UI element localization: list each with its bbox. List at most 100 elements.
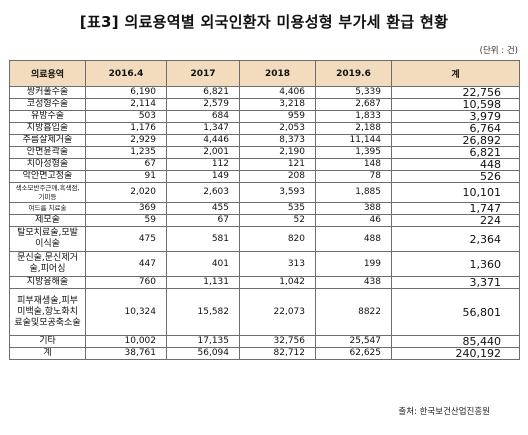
total-cell: 240,192 bbox=[391, 347, 520, 360]
total-cell: 6,821 bbox=[391, 146, 520, 159]
total-cell: 10,101 bbox=[391, 182, 520, 203]
value-cell: 52 bbox=[239, 214, 316, 227]
value-cell: 148 bbox=[315, 158, 392, 171]
category-cell: 탈모치료술,모발이식술 bbox=[9, 226, 86, 252]
value-cell: 369 bbox=[85, 202, 167, 215]
value-cell: 503 bbox=[85, 110, 167, 123]
value-cell: 149 bbox=[166, 170, 240, 183]
table-row: 지방흡입술 1,176 1,347 2,053 2,188 6,764 bbox=[9, 122, 520, 135]
table-row: 문신술,문신제거술,피어싱 447 401 313 199 1,360 bbox=[9, 251, 520, 277]
value-cell: 4,446 bbox=[166, 134, 240, 147]
table-title: [표3] 의료용역별 외국인환자 미용성형 부가세 환급 현황 bbox=[79, 13, 449, 31]
value-cell: 1,885 bbox=[315, 182, 392, 203]
value-cell: 820 bbox=[239, 226, 316, 252]
value-cell: 475 bbox=[85, 226, 167, 252]
value-cell: 1,176 bbox=[85, 122, 167, 135]
value-cell: 401 bbox=[166, 251, 240, 277]
value-cell: 959 bbox=[239, 110, 316, 123]
total-cell: 1,747 bbox=[391, 202, 520, 215]
category-cell: 악안면고정술 bbox=[9, 170, 86, 183]
category-cell: 안면윤곽술 bbox=[9, 146, 86, 159]
category-cell: 주름살제거술 bbox=[9, 134, 86, 147]
table-row: 탈모치료술,모발이식술 475 581 820 488 2,364 bbox=[9, 226, 520, 252]
value-cell: 6,821 bbox=[166, 86, 240, 99]
value-cell: 67 bbox=[166, 214, 240, 227]
value-cell: 78 bbox=[315, 170, 392, 183]
value-cell: 2,687 bbox=[315, 98, 392, 111]
category-cell: 코성형수술 bbox=[9, 98, 86, 111]
value-cell: 2,020 bbox=[85, 182, 167, 203]
value-cell: 1,347 bbox=[166, 122, 240, 135]
total-cell: 3,371 bbox=[391, 276, 520, 289]
value-cell: 2,114 bbox=[85, 98, 167, 111]
header-cell: 계 bbox=[391, 60, 520, 87]
value-cell: 684 bbox=[166, 110, 240, 123]
value-cell: 25,547 bbox=[315, 335, 392, 348]
table-row: 제모술 59 67 52 46 224 bbox=[9, 214, 520, 227]
value-cell: 1,833 bbox=[315, 110, 392, 123]
category-cell: 색소모반주근깨,흑색점,기미등 bbox=[9, 182, 86, 203]
value-cell: 62,625 bbox=[315, 347, 392, 360]
value-cell: 59 bbox=[85, 214, 167, 227]
value-cell: 760 bbox=[85, 276, 167, 289]
table-row: 기타 10,002 17,135 32,756 25,547 85,440 bbox=[9, 335, 520, 348]
table-row: 색소모반주근깨,흑색점,기미등 2,020 2,603 3,593 1,885 10,10… bbox=[9, 182, 520, 203]
category-cell: 계 bbox=[9, 347, 86, 360]
value-cell: 5,339 bbox=[315, 86, 392, 99]
value-cell: 67 bbox=[85, 158, 167, 171]
value-cell: 438 bbox=[315, 276, 392, 289]
total-cell: 3,979 bbox=[391, 110, 520, 123]
category-cell: 피부재생술,피부미백술,항노화치료술및모공축소술 bbox=[9, 288, 86, 336]
table-row: 코성형수술 2,114 2,579 3,218 2,687 10,598 bbox=[9, 98, 520, 111]
header-cell: 2017 bbox=[166, 60, 240, 87]
value-cell: 1,395 bbox=[315, 146, 392, 159]
value-cell: 2,579 bbox=[166, 98, 240, 111]
total-cell: 448 bbox=[391, 158, 520, 171]
value-cell: 2,929 bbox=[85, 134, 167, 147]
category-cell: 쌍커풀수술 bbox=[9, 86, 86, 99]
total-cell: 85,440 bbox=[391, 335, 520, 348]
table-row: 계 38,761 56,094 82,712 62,625 240,192 bbox=[9, 347, 520, 360]
category-cell: 지방융해술 bbox=[9, 276, 86, 289]
header-cell: 의료용역 bbox=[9, 60, 86, 87]
value-cell: 56,094 bbox=[166, 347, 240, 360]
value-cell: 46 bbox=[315, 214, 392, 227]
category-cell: 기타 bbox=[9, 335, 86, 348]
value-cell: 581 bbox=[166, 226, 240, 252]
table-row: 유방수술 503 684 959 1,833 3,979 bbox=[9, 110, 520, 123]
header-cell: 2018 bbox=[239, 60, 316, 87]
value-cell: 3,218 bbox=[239, 98, 316, 111]
category-cell: 제모술 bbox=[9, 214, 86, 227]
header-cell: 2019.6 bbox=[315, 60, 392, 87]
value-cell: 388 bbox=[315, 202, 392, 215]
header-cell: 2016.4 bbox=[85, 60, 167, 87]
total-cell: 224 bbox=[391, 214, 520, 227]
value-cell: 121 bbox=[239, 158, 316, 171]
value-cell: 2,188 bbox=[315, 122, 392, 135]
value-cell: 91 bbox=[85, 170, 167, 183]
total-cell: 6,764 bbox=[391, 122, 520, 135]
unit-label: (단위 : 건) bbox=[479, 46, 518, 56]
value-cell: 2,190 bbox=[239, 146, 316, 159]
value-cell: 199 bbox=[315, 251, 392, 277]
total-cell: 10,598 bbox=[391, 98, 520, 111]
value-cell: 2,053 bbox=[239, 122, 316, 135]
table-row: 악안면고정술 91 149 208 78 526 bbox=[9, 170, 520, 183]
category-cell: 여드름 치료술 bbox=[9, 202, 86, 215]
value-cell: 4,406 bbox=[239, 86, 316, 99]
value-cell: 38,761 bbox=[85, 347, 167, 360]
table-row: 안면윤곽술 1,235 2,001 2,190 1,395 6,821 bbox=[9, 146, 520, 159]
value-cell: 488 bbox=[315, 226, 392, 252]
total-cell: 56,801 bbox=[391, 288, 520, 336]
value-cell: 535 bbox=[239, 202, 316, 215]
category-cell: 유방수술 bbox=[9, 110, 86, 123]
value-cell: 112 bbox=[166, 158, 240, 171]
value-cell: 8822 bbox=[315, 288, 392, 336]
category-cell: 지방흡입술 bbox=[9, 122, 86, 135]
value-cell: 208 bbox=[239, 170, 316, 183]
total-cell: 26,892 bbox=[391, 134, 520, 147]
category-cell: 치아성형술 bbox=[9, 158, 86, 171]
value-cell: 447 bbox=[85, 251, 167, 277]
value-cell: 32,756 bbox=[239, 335, 316, 348]
source-note: 출처: 한국보건산업진흥원 bbox=[398, 407, 490, 417]
